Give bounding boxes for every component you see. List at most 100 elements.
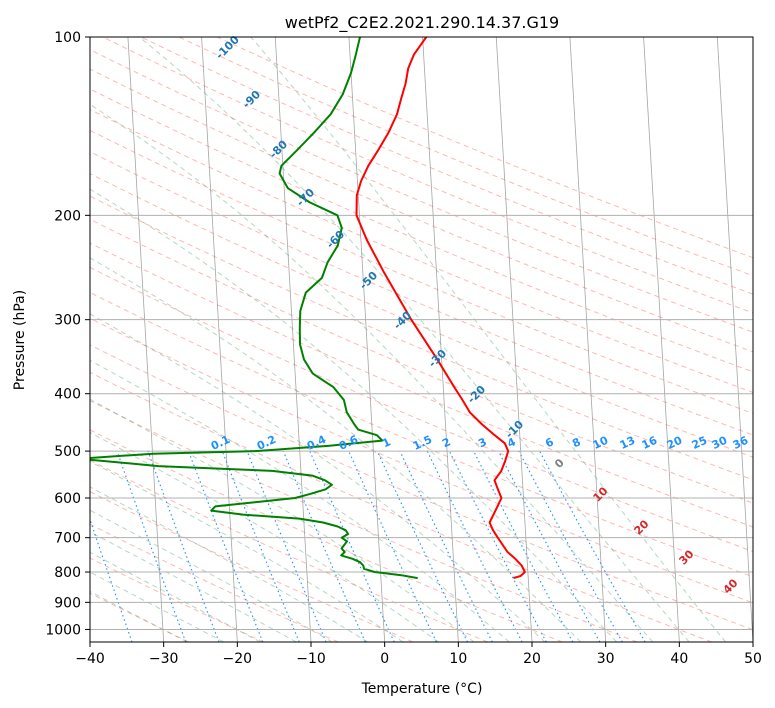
isotherm-label: -50	[357, 269, 380, 292]
y-tick-label: 400	[54, 387, 81, 403]
moist-adiabat	[90, 188, 618, 642]
dry-adiabat	[90, 459, 488, 642]
mixing-ratio-label: 1	[380, 435, 392, 450]
y-tick-label: 100	[54, 30, 81, 46]
dry-adiabat	[90, 68, 753, 353]
mixing-ratio-line	[539, 450, 646, 642]
x-tick-label: 30	[597, 651, 615, 667]
series-layer	[90, 37, 526, 580]
moist-adiabat	[250, 37, 726, 642]
y-tick-label: 300	[54, 313, 81, 329]
mixing-ratio-line	[187, 450, 264, 642]
moist-adiabat-label: 20	[632, 517, 652, 537]
x-tick-label: 50	[744, 651, 762, 667]
moist-adiabat	[90, 571, 225, 642]
dry-adiabat	[90, 317, 753, 604]
mixing-ratio-label: 0.4	[305, 433, 328, 453]
mixing-ratio-label: 2	[440, 435, 452, 450]
mixing-ratio-line	[147, 450, 220, 642]
y-axis-label: Pressure (hPa)	[12, 290, 28, 390]
background-lines	[90, 37, 753, 642]
chart-title: wetPf2_C2E2.2021.290.14.37.G19	[285, 13, 559, 33]
dry-adiabat	[90, 344, 753, 631]
x-tick-label: 20	[523, 651, 541, 667]
isotherm	[127, 37, 165, 642]
isotherm-label: -40	[391, 309, 414, 332]
dry-adiabat	[90, 291, 753, 578]
dry-adiabat	[90, 491, 414, 642]
plot-frame	[89, 36, 754, 643]
isotherm	[90, 635, 91, 642]
mixing-ratio-label: 0.6	[337, 433, 360, 453]
dry-adiabat	[90, 592, 190, 642]
y-tick-label: 200	[54, 208, 81, 224]
x-tick-label: 40	[670, 651, 688, 667]
mixing-ratio-line	[448, 450, 547, 642]
moist-adiabat	[90, 103, 654, 642]
y-axis-ticks: 100 200 300 400 500 600 700 800 900 1000	[45, 30, 90, 638]
mixing-ratio-line	[309, 450, 395, 642]
isotherm-label: -70	[294, 186, 317, 209]
moist-adiabat-label: 30	[677, 547, 697, 567]
moist-adiabat	[90, 398, 475, 642]
dewpoint-line	[90, 37, 418, 580]
dry-adiabat	[90, 88, 753, 373]
moist-adiabat	[90, 590, 188, 642]
mixing-ratio-line	[376, 450, 468, 642]
moist-adiabat-label: 0	[552, 456, 567, 471]
y-tick-label: 1000	[45, 622, 81, 638]
isotherm	[716, 37, 753, 642]
dry-adiabat	[90, 218, 753, 504]
moist-adiabat	[90, 359, 510, 642]
mixing-ratio-line	[518, 450, 623, 642]
dry-adiabat	[90, 371, 712, 642]
y-tick-label: 700	[54, 531, 81, 547]
moist-adiabat	[138, 37, 690, 642]
moist-adiabat	[90, 313, 546, 642]
moist-adiabat	[90, 551, 261, 642]
mixing-ratio-line	[246, 450, 327, 642]
isotherm	[643, 37, 680, 642]
dry-adiabat	[102, 37, 753, 314]
mixing-ratio-line	[399, 450, 493, 642]
isotherm	[495, 37, 533, 642]
y-tick-label: 800	[54, 565, 81, 581]
mixing-ratio-label: 36	[731, 434, 751, 452]
x-tick-label: −20	[223, 651, 253, 667]
dry-adiabat	[90, 108, 753, 393]
moist-adiabat	[90, 486, 368, 642]
dry-adiabat	[90, 151, 753, 436]
isotherm	[569, 37, 607, 642]
mixing-ratio-line	[116, 450, 187, 642]
x-axis-ticks: −40 −30 −20 −10 0 10 20 30 40 50	[75, 642, 762, 667]
moist-adiabat-label: 10	[591, 484, 611, 504]
dry-adiabat	[90, 195, 753, 481]
dry-adiabat	[90, 429, 563, 642]
x-tick-label: 10	[449, 651, 467, 667]
moist-adiabat	[90, 531, 297, 642]
y-tick-label: 900	[54, 595, 81, 611]
mixing-ratio-line	[497, 450, 601, 642]
x-tick-label: 0	[380, 651, 389, 667]
mixing-ratio-label: 25	[690, 434, 709, 452]
isotherm-label: -60	[324, 228, 347, 251]
mixing-ratio-line	[473, 450, 574, 642]
isotherm	[348, 37, 386, 642]
mixing-ratio-line	[426, 450, 523, 642]
dry-adiabat	[90, 173, 753, 458]
y-tick-label: 500	[54, 444, 81, 460]
dry-adiabat	[90, 400, 638, 642]
isotherm-label: -90	[240, 88, 263, 111]
moist-adiabat-label: 40	[721, 576, 741, 596]
isotherm-label: -80	[267, 138, 290, 161]
mixing-ratio-label: 10	[591, 434, 611, 452]
isotherm	[201, 37, 238, 642]
mixing-ratio-label: 6	[543, 435, 556, 450]
dry-adiabat	[90, 129, 753, 415]
mixing-ratio-label: 30	[710, 434, 730, 452]
isotherm	[422, 37, 459, 642]
dry-adiabat	[90, 266, 753, 553]
pressure-gridlines	[90, 37, 753, 630]
x-tick-label: −10	[296, 651, 326, 667]
